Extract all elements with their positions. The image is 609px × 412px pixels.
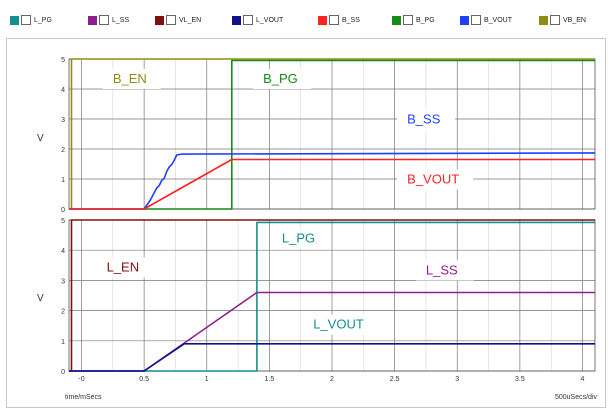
legend-item-b-pg[interactable]: B_PG: [392, 14, 435, 26]
legend-label: L_SS: [112, 16, 130, 24]
plot-frame: V V time/mSecs 500uSecs/div 0 1 2 3 4 5 B_EN B_…: [6, 38, 606, 408]
legend-color-swatch: [392, 15, 401, 25]
series-line-l-pg: [69, 221, 595, 372]
annotation-l-vout: L_VOUT: [313, 317, 364, 332]
chart-svg: V V time/mSecs 500uSecs/div 0 1 2 3 4 5 B_EN B_…: [37, 57, 598, 401]
legend-checkbox[interactable]: [471, 15, 481, 25]
annotation-backdrop: [397, 169, 474, 190]
legend-label: L_VOUT: [256, 16, 284, 24]
legend-color-swatch: [155, 15, 164, 25]
annotation-b-vout: B_VOUT: [407, 172, 459, 187]
xtick-label: 2: [330, 376, 334, 383]
annotation-backdrop: [102, 69, 161, 89]
legend-color-swatch: [460, 15, 469, 25]
xtick-label: 4: [581, 376, 585, 383]
legend-color-swatch: [539, 15, 548, 25]
legend-checkbox[interactable]: [243, 15, 253, 25]
annotation-b-pg: B_PG: [263, 71, 298, 86]
legend-color-swatch: [232, 15, 241, 25]
annotation-backdrop: [271, 228, 330, 249]
legend-checkbox[interactable]: [166, 15, 176, 25]
legend-checkbox[interactable]: [403, 15, 413, 25]
top-ytick-label: 4: [61, 87, 65, 94]
xtick-label: -0: [78, 376, 84, 383]
annotation-b-ss: B_SS: [407, 112, 441, 127]
legend-item-b-vout[interactable]: B_VOUT: [460, 14, 512, 26]
x-axis-label: time/mSecs: [65, 394, 102, 401]
bottom-ytick-label: 0: [61, 369, 65, 376]
top-ytick-label: 2: [61, 147, 65, 154]
bottom-ytick-label: 2: [61, 309, 65, 316]
xtick-label: 0.5: [139, 376, 149, 383]
legend-checkbox[interactable]: [329, 15, 339, 25]
xtick-label: 3: [455, 376, 459, 383]
annotation-backdrop: [303, 314, 380, 335]
annotation-b-en: B_EN: [113, 71, 147, 86]
legend-item-l-ss[interactable]: L_SS: [88, 14, 129, 26]
annotation-backdrop: [253, 69, 312, 89]
legend-color-swatch: [10, 15, 19, 25]
bottom-ytick-label: 1: [61, 339, 65, 346]
top-ytick-label: 1: [61, 177, 65, 184]
series-line-b-ss: [69, 152, 596, 210]
annotation-l-en: L_EN: [107, 259, 140, 274]
legend-color-swatch: [88, 15, 97, 25]
annotation-backdrop: [96, 257, 155, 278]
xtick-label: 2.5: [390, 376, 400, 383]
series-line-b-pg: [69, 59, 595, 210]
bottom-ytick-label: 4: [61, 248, 65, 255]
bottom-ylabel: V: [37, 293, 44, 304]
legend-item-b-ss[interactable]: B_SS: [318, 14, 360, 26]
legend-checkbox[interactable]: [550, 15, 560, 25]
x-scale-label: 500uSecs/div: [555, 394, 598, 401]
bottom-ytick-label: 5: [61, 218, 65, 225]
legend-bar: L_PG L_SS VL_EN L_VOUT B_SS B_PG B_VOUT VB_EN: [0, 0, 609, 38]
top-ytick-label: 5: [61, 57, 65, 64]
legend-label: L_PG: [34, 16, 52, 24]
legend-color-swatch: [318, 15, 327, 25]
top-ylabel: V: [37, 133, 44, 144]
legend-label: VL_EN: [179, 16, 202, 24]
series-line-l-vout: [69, 342, 595, 372]
top-ytick-label: 3: [61, 117, 65, 124]
legend-checkbox[interactable]: [99, 15, 109, 25]
legend-label: B_SS: [342, 16, 360, 24]
annotation-backdrop: [397, 109, 456, 130]
legend-label: VB_EN: [563, 16, 586, 24]
bottom-ytick-label: 3: [61, 278, 65, 285]
series-line-b-vout: [69, 158, 595, 210]
xtick-label: 3.5: [515, 376, 525, 383]
annotation-l-ss: L_SS: [426, 262, 458, 277]
legend-label: B_VOUT: [484, 16, 513, 24]
top-ytick-label: 0: [61, 207, 65, 214]
legend-checkbox[interactable]: [21, 15, 31, 25]
legend-item-vl-en[interactable]: VL_EN: [155, 14, 201, 26]
annotation-l-pg: L_PG: [282, 231, 315, 246]
legend-item-vb-en[interactable]: VB_EN: [539, 14, 586, 26]
legend-item-l-pg[interactable]: L_PG: [10, 14, 52, 26]
legend-label: B_PG: [416, 16, 435, 24]
annotation-backdrop: [415, 260, 474, 281]
xtick-label: 1.5: [265, 376, 275, 383]
xtick-label: 1: [205, 376, 209, 383]
legend-item-l-vout[interactable]: L_VOUT: [232, 14, 283, 26]
